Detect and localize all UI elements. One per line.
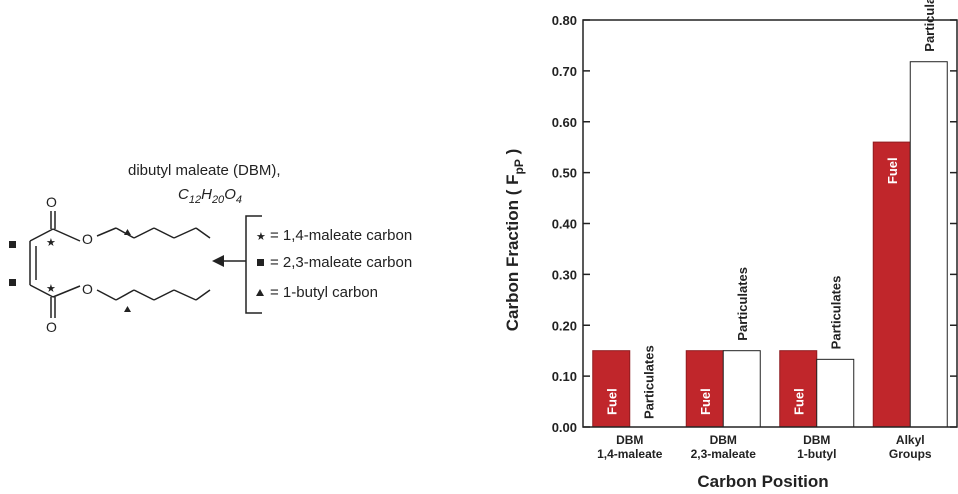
y-tick-label: 0.60: [552, 115, 577, 130]
x-category-label: 1,4-maleate: [597, 447, 663, 461]
square-marker-icon: [9, 279, 16, 286]
x-category-label: Alkyl: [896, 433, 925, 447]
particulates-bar-label: Particulates: [828, 276, 843, 350]
particulates-bar: [909, 61, 948, 428]
y-axis-title: Carbon Fraction ( FpP ): [503, 149, 526, 332]
x-category-label: Groups: [889, 447, 932, 461]
particulates-bar: [722, 350, 761, 428]
legend-bracket: [245, 215, 262, 314]
x-category-label: DBM: [616, 433, 643, 447]
y-tick-label: 0.40: [552, 217, 577, 232]
particulates-bar-label: Particulates: [922, 0, 937, 52]
plot-frame: [582, 19, 958, 428]
triangle-marker-icon: [124, 306, 131, 312]
atom-label-o: O: [82, 281, 93, 297]
legend-label: = 2,3-maleate carbon: [270, 254, 412, 271]
fuel-bar-label: Fuel: [791, 388, 806, 415]
particulates-bar-label: Particulates: [641, 345, 656, 419]
x-category-label: DBM: [710, 433, 737, 447]
x-category-label: 1-butyl: [797, 447, 836, 461]
left-arrow-icon: [212, 255, 246, 267]
square-icon: [257, 259, 264, 266]
star-marker-icon: ★: [46, 237, 56, 249]
compound-formula: C12H20O4: [178, 186, 242, 206]
atom-label-o: O: [46, 319, 57, 335]
y-tick-label: 0.20: [552, 318, 577, 333]
y-tick-label: 0.00: [552, 420, 577, 435]
y-tick-label: 0.30: [552, 267, 577, 282]
x-category-label: DBM: [803, 433, 830, 447]
star-icon: ★: [256, 231, 266, 243]
fuel-bar-label: Fuel: [698, 388, 713, 415]
molecule-skeleton: [29, 211, 211, 318]
legend-label: = 1-butyl carbon: [270, 284, 378, 301]
x-axis-title: Carbon Position: [697, 472, 828, 491]
atom-label-o: O: [82, 231, 93, 247]
legend-item-triangle: = 1-butyl carbon: [256, 284, 378, 301]
fuel-bar-label: Fuel: [604, 388, 619, 415]
particulates-bar: [816, 358, 855, 428]
square-marker-icon: [9, 241, 16, 248]
legend-item-star: ★ = 1,4-maleate carbon: [256, 227, 412, 244]
x-category-label: 2,3-maleate: [691, 447, 757, 461]
fuel-bar: [685, 350, 724, 428]
y-tick-label: 0.50: [552, 166, 577, 181]
star-marker-icon: ★: [46, 283, 56, 295]
particulates-bar-label: Particulates: [735, 267, 750, 341]
y-tick-label: 0.70: [552, 64, 577, 79]
fuel-bar: [872, 141, 911, 428]
dbm-structure-scheme: dibutyl maleate (DBM), C12H20O4 O O O O …: [9, 162, 412, 335]
y-tick-label: 0.80: [552, 13, 577, 28]
legend-item-square: = 2,3-maleate carbon: [257, 254, 412, 271]
fuel-bar: [779, 350, 818, 428]
atom-label-o: O: [46, 194, 57, 210]
legend-label: = 1,4-maleate carbon: [270, 227, 412, 244]
fuel-bar-label: Fuel: [885, 157, 900, 184]
triangle-marker-icon: [124, 229, 131, 235]
y-tick-label: 0.10: [552, 369, 577, 384]
compound-name: dibutyl maleate (DBM),: [128, 162, 281, 179]
fuel-bar: [592, 350, 631, 428]
triangle-icon: [256, 289, 264, 296]
